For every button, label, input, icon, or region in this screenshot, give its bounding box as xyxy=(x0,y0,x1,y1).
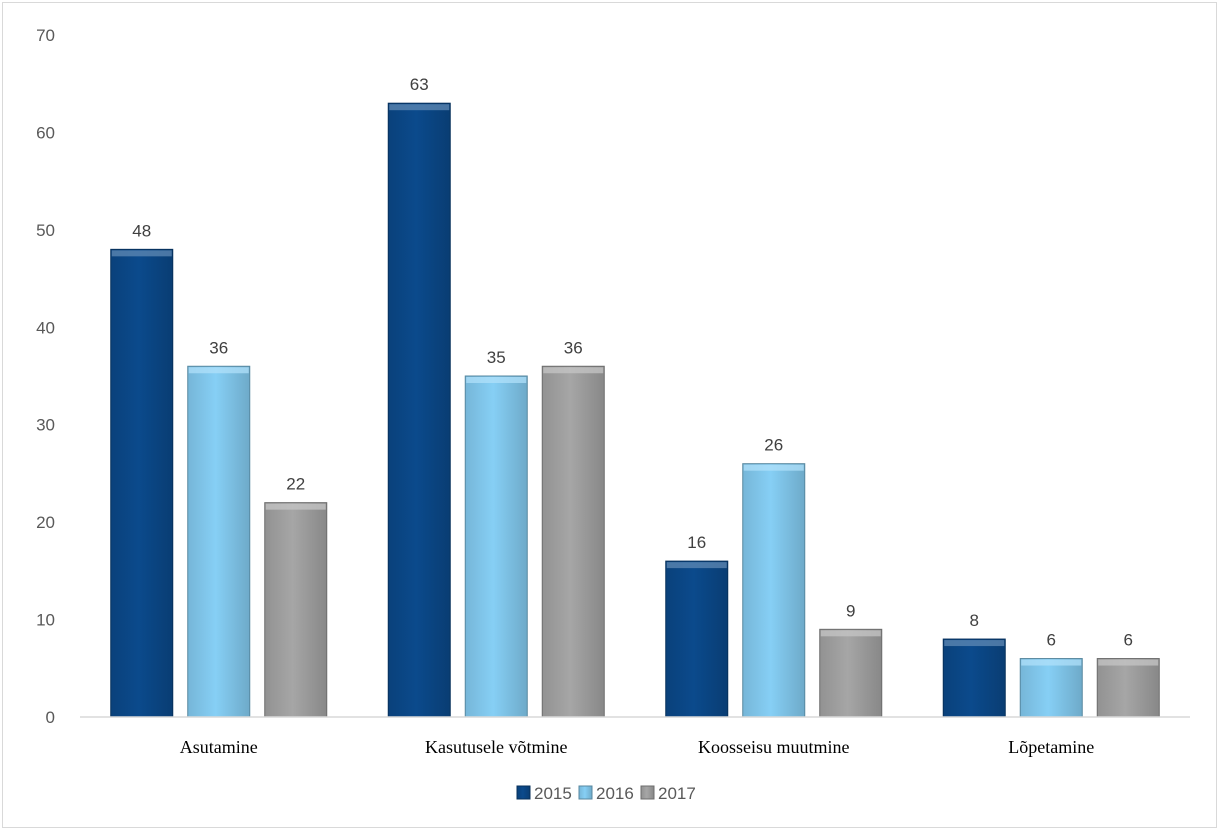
bar-2015-0 xyxy=(110,248,174,718)
bar-bevel xyxy=(944,640,1005,647)
bar-2015-3 xyxy=(942,638,1006,718)
bar-2016-1 xyxy=(464,375,528,718)
data-label: 16 xyxy=(687,533,706,552)
y-tick-label: 10 xyxy=(36,611,55,630)
legend-swatch xyxy=(640,785,655,800)
bar-bevel xyxy=(265,503,326,510)
bar xyxy=(464,375,528,718)
x-category-label: Lõpetamine xyxy=(1008,737,1094,757)
bar xyxy=(1096,658,1160,718)
legend-label: 2016 xyxy=(596,784,634,803)
y-tick-label: 60 xyxy=(36,123,55,142)
bar-bevel xyxy=(820,630,881,637)
data-label: 22 xyxy=(286,475,305,494)
bar-2016-3 xyxy=(1019,658,1083,718)
data-label: 26 xyxy=(764,436,783,455)
bar xyxy=(110,248,174,718)
bar-bevel xyxy=(543,367,604,374)
bar-2017-0 xyxy=(264,502,328,718)
bars xyxy=(110,102,1160,718)
y-axis: 0 10 20 30 40 50 60 70 xyxy=(36,26,55,727)
x-category-label: Kasutusele võtmine xyxy=(425,737,567,757)
data-label: 6 xyxy=(1047,631,1056,650)
bar xyxy=(942,638,1006,718)
bar xyxy=(387,102,451,718)
y-tick-label: 20 xyxy=(36,513,55,532)
bar xyxy=(819,628,883,718)
bar-bevel xyxy=(188,367,249,374)
bar-bevel xyxy=(111,250,172,257)
legend-label: 2015 xyxy=(534,784,572,803)
x-axis: Asutamine Kasutusele võtmine Koosseisu muu… xyxy=(180,737,1094,757)
legend-swatch xyxy=(578,785,593,800)
data-label: 36 xyxy=(564,338,583,357)
legend-label: 2017 xyxy=(658,784,696,803)
data-label: 48 xyxy=(132,221,151,240)
legend-item-2015: 2015 xyxy=(516,784,572,803)
x-category-label: Koosseisu muutmine xyxy=(698,737,850,757)
bar-2016-2 xyxy=(742,463,806,718)
data-label: 63 xyxy=(410,75,429,94)
data-label: 9 xyxy=(846,601,855,620)
bar xyxy=(541,365,605,718)
bar-2017-3 xyxy=(1096,658,1160,718)
bar-bevel xyxy=(666,562,727,569)
bar xyxy=(187,365,251,718)
y-tick-label: 0 xyxy=(46,708,55,727)
bar-bevel xyxy=(743,464,804,471)
bar-2015-1 xyxy=(387,102,451,718)
legend-item-2016: 2016 xyxy=(578,784,634,803)
bar xyxy=(742,463,806,718)
data-labels: 48 36 22 63 35 36 16 26 9 8 6 6 xyxy=(132,75,1133,649)
data-label: 35 xyxy=(487,348,506,367)
y-tick-label: 70 xyxy=(36,26,55,45)
data-label: 36 xyxy=(209,338,228,357)
bar-bevel xyxy=(1021,659,1082,666)
x-category-label: Asutamine xyxy=(180,737,258,757)
bar-2016-0 xyxy=(187,365,251,718)
data-label: 6 xyxy=(1124,631,1133,650)
bar-bevel xyxy=(1098,659,1159,666)
bar-2017-1 xyxy=(541,365,605,718)
legend-item-2017: 2017 xyxy=(640,784,696,803)
legend-swatch xyxy=(516,785,531,800)
bar-2015-2 xyxy=(665,560,729,718)
y-tick-label: 40 xyxy=(36,318,55,337)
bar xyxy=(1019,658,1083,718)
bar-bevel xyxy=(466,377,527,383)
bar-2017-2 xyxy=(819,628,883,718)
data-label: 8 xyxy=(970,611,979,630)
bar xyxy=(264,502,328,718)
bar-bevel xyxy=(389,104,450,111)
y-tick-label: 30 xyxy=(36,416,55,435)
legend: 2015 2016 2017 xyxy=(516,784,696,803)
bar xyxy=(665,560,729,718)
y-tick-label: 50 xyxy=(36,221,55,240)
